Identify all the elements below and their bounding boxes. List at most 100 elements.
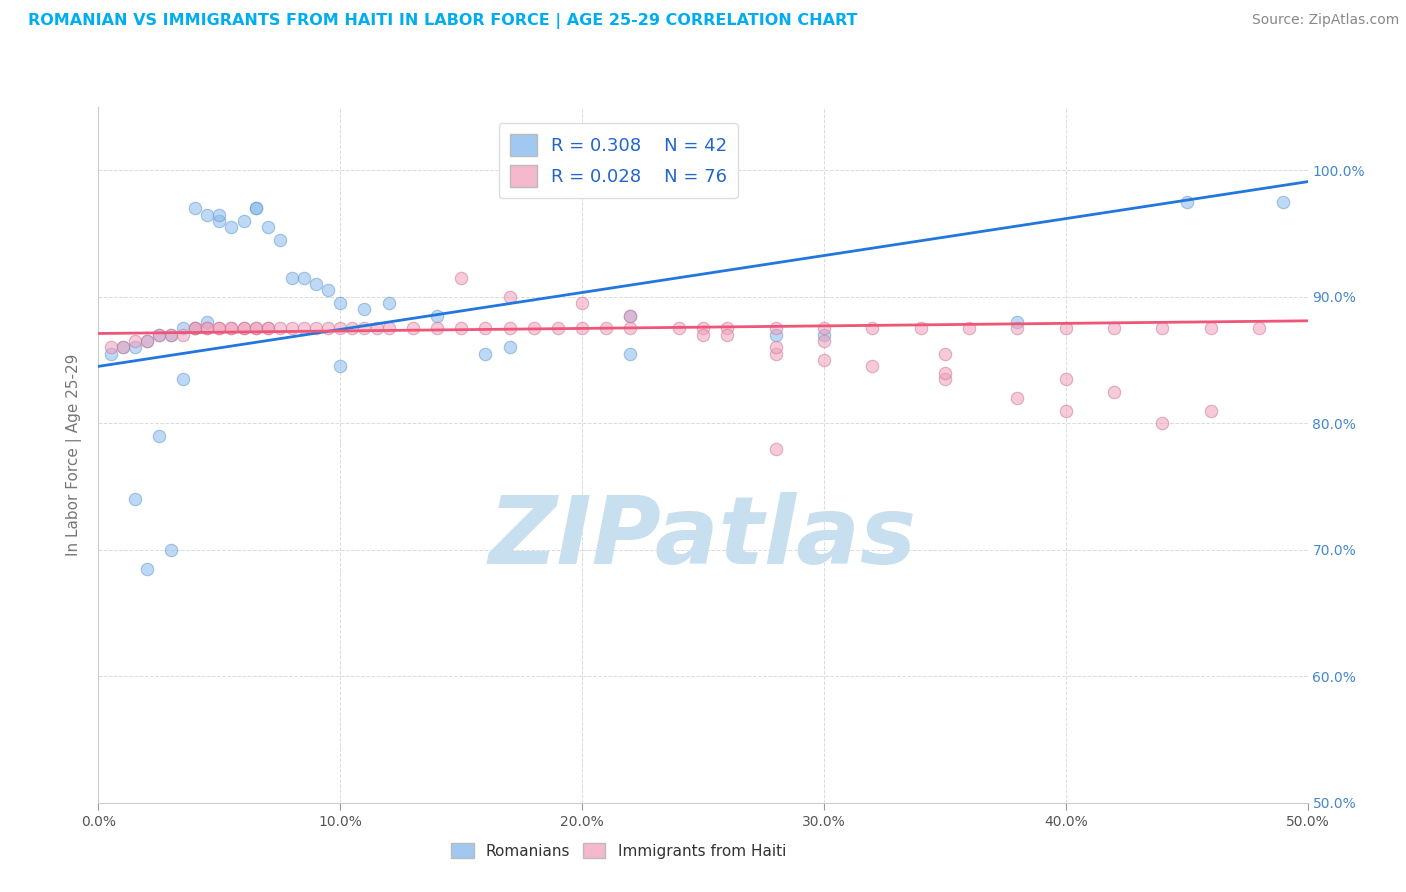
Point xyxy=(148,327,170,342)
Point xyxy=(221,321,243,335)
Point xyxy=(160,327,183,342)
Point xyxy=(1007,391,1029,405)
Point xyxy=(172,372,194,386)
Point xyxy=(100,347,122,361)
Point xyxy=(221,321,243,335)
Point xyxy=(765,340,787,354)
Point xyxy=(860,321,883,335)
Point xyxy=(595,321,617,335)
Point xyxy=(172,327,194,342)
Point xyxy=(1054,403,1077,417)
Point xyxy=(184,321,207,335)
Point xyxy=(377,296,399,310)
Point xyxy=(619,309,641,323)
Point xyxy=(366,321,388,335)
Point xyxy=(813,327,835,342)
Point xyxy=(957,321,980,335)
Point xyxy=(195,315,218,329)
Point xyxy=(1152,417,1174,431)
Point xyxy=(195,208,218,222)
Point xyxy=(100,340,122,354)
Point xyxy=(172,321,194,335)
Point xyxy=(474,347,496,361)
Point xyxy=(498,340,520,354)
Point xyxy=(765,442,787,456)
Point xyxy=(668,321,690,335)
Point xyxy=(221,220,243,235)
Point xyxy=(232,321,254,335)
Point xyxy=(316,284,339,298)
Point xyxy=(245,321,267,335)
Point xyxy=(195,321,218,335)
Point xyxy=(1199,403,1222,417)
Point xyxy=(619,347,641,361)
Point xyxy=(692,321,714,335)
Point xyxy=(813,353,835,368)
Point xyxy=(498,290,520,304)
Point xyxy=(124,334,146,348)
Point xyxy=(571,296,593,310)
Point xyxy=(910,321,932,335)
Point xyxy=(124,340,146,354)
Point xyxy=(474,321,496,335)
Point xyxy=(1102,384,1125,399)
Point xyxy=(245,201,267,215)
Point xyxy=(571,321,593,335)
Point xyxy=(813,321,835,335)
Point xyxy=(135,334,157,348)
Point xyxy=(619,309,641,323)
Point xyxy=(1272,194,1295,209)
Point xyxy=(1007,315,1029,329)
Point xyxy=(377,321,399,335)
Point xyxy=(269,321,291,335)
Point xyxy=(256,321,278,335)
Point xyxy=(281,270,304,285)
Point xyxy=(184,201,207,215)
Point xyxy=(934,372,956,386)
Point xyxy=(426,321,449,335)
Point xyxy=(124,492,146,507)
Point xyxy=(292,270,315,285)
Point xyxy=(232,214,254,228)
Point xyxy=(523,321,546,335)
Point xyxy=(111,340,134,354)
Point xyxy=(813,334,835,348)
Point xyxy=(160,327,183,342)
Point xyxy=(716,327,738,342)
Point xyxy=(692,327,714,342)
Point xyxy=(1054,321,1077,335)
Point xyxy=(353,321,375,335)
Point xyxy=(1152,321,1174,335)
Point xyxy=(208,321,231,335)
Point xyxy=(498,321,520,335)
Point xyxy=(329,296,352,310)
Point xyxy=(765,327,787,342)
Point xyxy=(426,309,449,323)
Point xyxy=(208,214,231,228)
Point xyxy=(329,321,352,335)
Point xyxy=(281,321,304,335)
Point xyxy=(316,321,339,335)
Point xyxy=(329,359,352,374)
Y-axis label: In Labor Force | Age 25-29: In Labor Force | Age 25-29 xyxy=(66,354,83,556)
Point xyxy=(765,347,787,361)
Legend: Romanians, Immigrants from Haiti: Romanians, Immigrants from Haiti xyxy=(444,837,792,864)
Point xyxy=(934,366,956,380)
Point xyxy=(269,233,291,247)
Point xyxy=(256,220,278,235)
Point xyxy=(1249,321,1271,335)
Point xyxy=(160,542,183,557)
Point xyxy=(208,321,231,335)
Point xyxy=(450,321,472,335)
Point xyxy=(547,321,569,335)
Point xyxy=(208,208,231,222)
Point xyxy=(135,334,157,348)
Point xyxy=(111,340,134,354)
Point xyxy=(148,327,170,342)
Point xyxy=(860,359,883,374)
Point xyxy=(256,321,278,335)
Point xyxy=(1102,321,1125,335)
Point xyxy=(450,270,472,285)
Point xyxy=(619,321,641,335)
Text: Source: ZipAtlas.com: Source: ZipAtlas.com xyxy=(1251,13,1399,28)
